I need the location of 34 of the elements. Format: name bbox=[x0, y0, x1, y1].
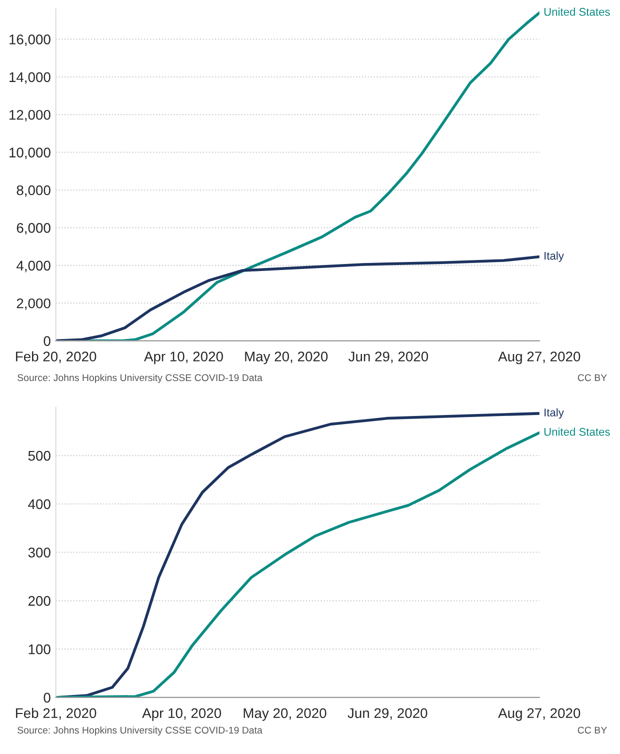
y-tick-label: 0 bbox=[44, 336, 50, 346]
series-label: United States bbox=[544, 428, 610, 436]
y-tick-label: 200 bbox=[28, 596, 50, 606]
series-label: Italy bbox=[544, 408, 564, 419]
x-tick-label: May 20, 2020 bbox=[244, 708, 326, 721]
y-tick-label: 10,000 bbox=[10, 148, 50, 160]
x-tick-label: Aug 27, 2020 bbox=[498, 708, 580, 721]
y-tick-label: 500 bbox=[28, 450, 50, 461]
text: CC BY bbox=[578, 374, 607, 382]
x-tick-label: Feb 20, 2020 bbox=[16, 351, 96, 364]
x-tick-label: Aug 27, 2020 bbox=[498, 352, 580, 364]
x-tick-label: Jun 29, 2020 bbox=[348, 352, 428, 364]
series-label: United States bbox=[544, 8, 610, 16]
y-tick-label: 400 bbox=[28, 499, 50, 510]
y-tick-label: 100 bbox=[28, 644, 50, 654]
y-tick-label: 12,000 bbox=[10, 110, 50, 122]
x-tick-label: Feb 21, 2020 bbox=[16, 708, 96, 720]
y-tick-label: 4,000 bbox=[16, 260, 50, 272]
y-tick-label: 14,000 bbox=[10, 72, 50, 84]
y-tick-label: 0 bbox=[44, 692, 50, 703]
x-tick-label: Jun 29, 2020 bbox=[348, 708, 428, 720]
y-tick-label: 2,000 bbox=[16, 298, 50, 310]
y-tick-label: 8,000 bbox=[16, 185, 50, 197]
y-tick-label: 6,000 bbox=[16, 223, 50, 235]
x-tick-label: Apr 10, 2020 bbox=[142, 708, 222, 721]
y-tick-label: 16,000 bbox=[10, 34, 50, 46]
x-tick-label: Apr 10, 2020 bbox=[144, 352, 223, 364]
source-note: Source: Johns Hopkins University CSSE COVID-19 Data bbox=[18, 726, 262, 736]
source-note: Source: Johns Hopkins University CSSE COVID-19 Data bbox=[18, 374, 262, 384]
text: CC BY bbox=[578, 726, 607, 734]
series-label: Italy bbox=[544, 252, 564, 262]
line-series bbox=[56, 255, 540, 341]
x-tick-label: May 20, 2020 bbox=[245, 352, 328, 364]
y-tick-label: 300 bbox=[28, 548, 50, 558]
